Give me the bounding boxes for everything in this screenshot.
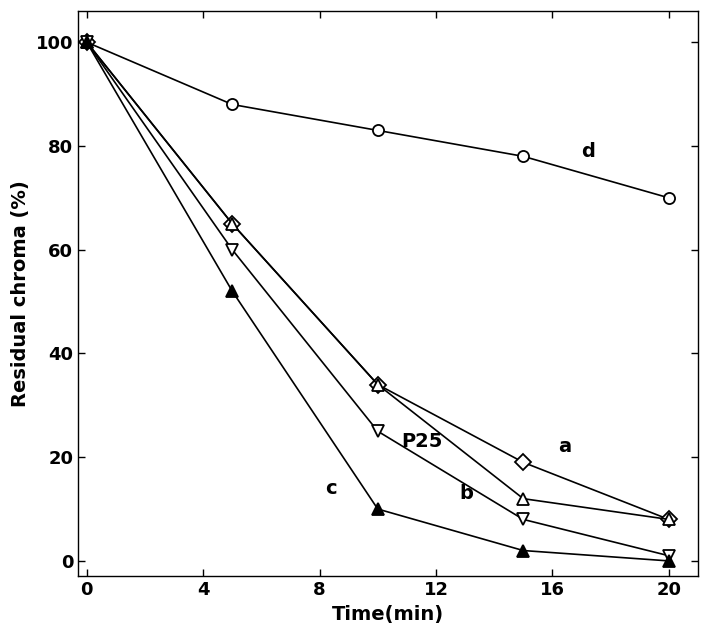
Text: P25: P25 xyxy=(401,432,442,451)
Text: b: b xyxy=(459,484,473,503)
Text: d: d xyxy=(581,142,596,161)
X-axis label: Time(min): Time(min) xyxy=(332,605,444,624)
Y-axis label: Residual chroma (%): Residual chroma (%) xyxy=(11,180,30,407)
Text: a: a xyxy=(558,438,571,457)
Text: c: c xyxy=(325,479,337,498)
